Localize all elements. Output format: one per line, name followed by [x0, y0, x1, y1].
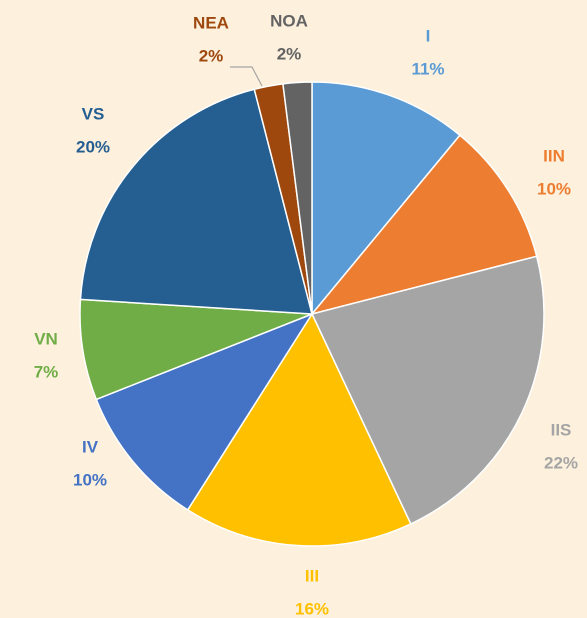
slice-label: VN — [34, 329, 58, 348]
slice-label: IIS — [551, 420, 572, 439]
pie-slice — [310, 255, 545, 525]
pie-slice — [311, 81, 461, 317]
pie-slice — [186, 312, 412, 547]
slice-label: I — [426, 26, 431, 45]
slice-value-label: 11% — [411, 59, 444, 78]
pie-slice — [95, 312, 314, 511]
slice-value-label: 22% — [544, 453, 578, 472]
slice-value-label: 20% — [76, 137, 110, 156]
pie-slice — [309, 134, 538, 316]
slice-label: VS — [82, 104, 105, 123]
slice-value-label: 2% — [277, 44, 302, 63]
slice-value-label: 10% — [537, 179, 571, 198]
slice-label: NOA — [270, 11, 308, 30]
pie-slice — [79, 298, 313, 401]
slice-label: IIN — [543, 146, 565, 165]
slice-label: III — [305, 566, 319, 585]
slice-value-label: 7% — [34, 362, 59, 381]
slice-value-label: 10% — [73, 470, 107, 489]
leader-line — [230, 66, 263, 87]
slice-value-label: 2% — [199, 46, 224, 65]
slice-label: IV — [82, 437, 99, 456]
pie-slice — [282, 81, 313, 315]
pie-slice — [79, 88, 313, 315]
slice-label: NEA — [193, 13, 229, 32]
slice-value-label: 16% — [295, 599, 329, 618]
